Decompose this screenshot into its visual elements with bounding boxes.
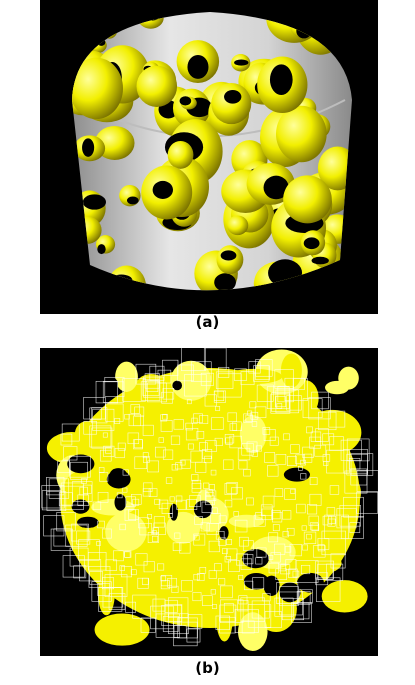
- pore: [276, 106, 327, 163]
- mesh-hole: [71, 377, 93, 400]
- pore-hole: [234, 59, 248, 65]
- figure: (a) (b): [0, 0, 415, 685]
- mesh-hole: [107, 470, 131, 488]
- mesh-blob: [115, 362, 138, 392]
- mesh-blob: [174, 543, 202, 571]
- pore-hole: [180, 96, 192, 105]
- page: (a) (b) (() => { const data = JSON.parse…: [0, 0, 415, 685]
- mesh-hole: [114, 494, 126, 510]
- mesh-blob: [229, 515, 264, 528]
- mesh-hole: [264, 576, 280, 596]
- pore-hole: [224, 90, 241, 104]
- pore-hole: [312, 257, 329, 265]
- panel-b-label: (b): [0, 659, 415, 677]
- pore: [168, 141, 194, 169]
- pore-hole: [83, 194, 106, 209]
- pore-hole: [270, 64, 293, 95]
- panel-a-image: [40, 0, 378, 314]
- mesh-hole: [77, 517, 99, 528]
- pore-hole: [221, 250, 237, 260]
- pore: [137, 66, 178, 107]
- pore-hole: [214, 273, 236, 291]
- mesh-blob: [98, 570, 115, 615]
- pore: [227, 215, 248, 235]
- mesh-blob: [281, 354, 302, 388]
- mesh-hole: [95, 375, 118, 392]
- pore-hole: [304, 237, 320, 249]
- pore: [211, 83, 251, 124]
- pore-hole: [127, 197, 139, 205]
- panel-a-label: (a): [0, 313, 415, 331]
- mesh-blob: [75, 421, 98, 446]
- pore-hole: [153, 181, 173, 199]
- pore-hole: [97, 244, 105, 254]
- panel-b-image: [40, 348, 378, 656]
- mesh-blob: [322, 580, 368, 612]
- mesh-blob: [296, 528, 342, 570]
- pore-hole: [187, 55, 208, 79]
- pore-hole: [82, 138, 94, 156]
- mesh-blob: [325, 381, 349, 394]
- pore: [283, 175, 332, 223]
- mesh-blob: [171, 411, 187, 431]
